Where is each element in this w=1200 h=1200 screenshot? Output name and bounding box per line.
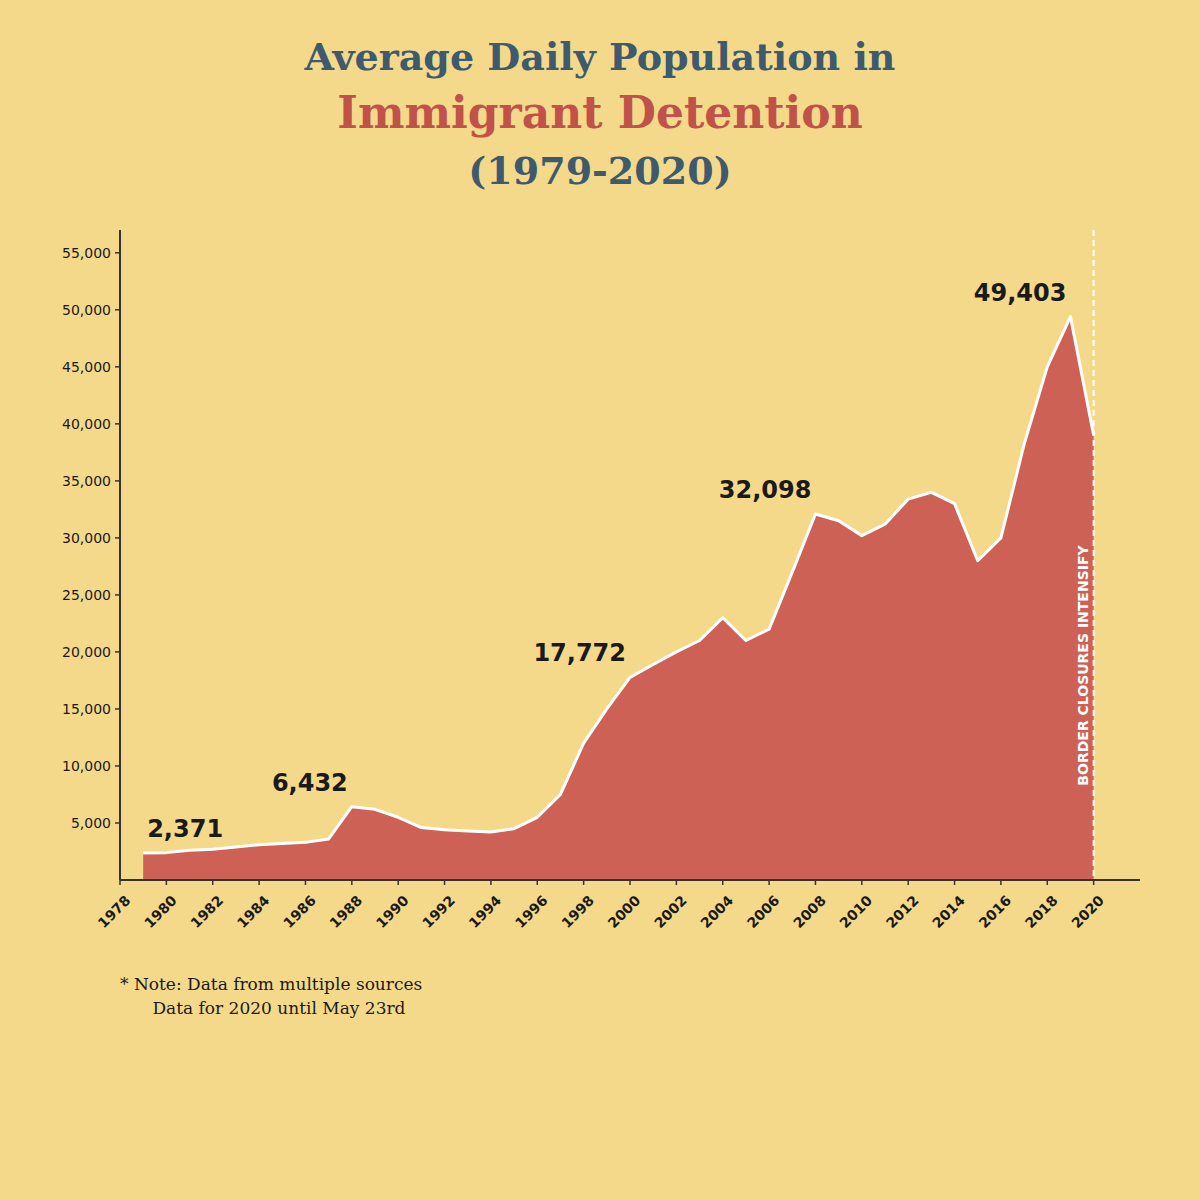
y-tick (115, 537, 120, 539)
title-line: Average Daily Population in (304, 34, 896, 79)
x-tick (444, 880, 446, 885)
y-tick (115, 366, 120, 368)
x-tick-label: 2002 (651, 892, 690, 931)
y-tick-label: 35,000 (62, 473, 111, 489)
x-tick (166, 880, 168, 885)
chart: Average Daily Population in Immigrant Det… (0, 0, 1200, 1200)
title-line: Immigrant Detention (337, 87, 862, 138)
x-tick-label: 2016 (976, 892, 1015, 931)
x-tick (629, 880, 631, 885)
x-tick (490, 880, 492, 885)
area-fill (143, 317, 1093, 880)
y-tick (115, 651, 120, 653)
note-line: Data for 2020 until May 23rd (120, 998, 406, 1018)
x-tick (351, 880, 353, 885)
x-tick (1093, 880, 1095, 885)
x-tick (722, 880, 724, 885)
x-tick (768, 880, 770, 885)
y-tick (115, 822, 120, 824)
x-tick-label: 1998 (558, 892, 597, 931)
x-tick (1047, 880, 1049, 885)
annotation: 32,098 (719, 476, 812, 504)
y-tick-label: 40,000 (62, 416, 111, 432)
background (0, 0, 1200, 1200)
x-tick-label: 2014 (929, 892, 968, 931)
x-tick (583, 880, 585, 885)
x-tick (907, 880, 909, 885)
x-tick-label: 1994 (466, 892, 505, 931)
x-tick (676, 880, 678, 885)
x-tick-label: 1978 (95, 892, 134, 931)
area-line (143, 317, 1093, 853)
x-tick-label: 1988 (326, 892, 365, 931)
x-tick-label: 1992 (419, 892, 458, 931)
x-tick (397, 880, 399, 885)
x-tick-label: 2004 (697, 892, 736, 931)
x-tick-label: 2008 (790, 892, 829, 931)
annotation: 17,772 (533, 639, 626, 667)
y-tick-label: 10,000 (62, 758, 111, 774)
title-line: (1979-2020) (468, 148, 731, 193)
annotation: 6,432 (272, 769, 348, 797)
x-tick-label: 2000 (605, 892, 644, 931)
y-tick (115, 708, 120, 710)
x-tick (305, 880, 307, 885)
x-tick-label: 2010 (836, 892, 875, 931)
x-tick (212, 880, 214, 885)
plot-area (143, 230, 1093, 880)
y-tick-label: 50,000 (62, 302, 111, 318)
note: * Note: Data from multiple sources Data … (120, 974, 422, 1018)
x-tick-label: 2018 (1022, 892, 1061, 931)
x-tick-label: 1996 (512, 892, 551, 931)
y-tick (115, 594, 120, 596)
note-line: * Note: Data from multiple sources (120, 974, 422, 994)
x-tick-label: 2012 (883, 892, 922, 931)
title: Average Daily Population in Immigrant Det… (304, 34, 896, 193)
x-tick-label: 1982 (187, 892, 226, 931)
x-tick-label: 2020 (1068, 892, 1107, 931)
x-tick (1000, 880, 1002, 885)
x-tick (954, 880, 956, 885)
x-tick (258, 880, 260, 885)
y-tick-label: 55,000 (62, 245, 111, 261)
x-tick-label: 1980 (141, 892, 180, 931)
y-tick-label: 25,000 (62, 587, 111, 603)
x-tick-label: 1986 (280, 892, 319, 931)
y-tick-label: 45,000 (62, 359, 111, 375)
x-tick (537, 880, 539, 885)
y-tick-label: 5,000 (71, 815, 111, 831)
reference-line (1093, 230, 1095, 880)
x-tick (119, 880, 121, 885)
y-tick (115, 309, 120, 311)
y-tick-label: 15,000 (62, 701, 111, 717)
annotation: 49,403 (974, 279, 1067, 307)
y-tick (115, 252, 120, 254)
x-tick-label: 1990 (373, 892, 412, 931)
x-tick (815, 880, 817, 885)
y-tick-label: 30,000 (62, 530, 111, 546)
annotation: 2,371 (147, 815, 223, 843)
y-axis-line (119, 230, 121, 880)
y-tick (115, 765, 120, 767)
y-tick-label: 20,000 (62, 644, 111, 660)
x-tick (861, 880, 863, 885)
x-tick-label: 2006 (744, 892, 783, 931)
reference-line-label: BORDER CLOSURES INTENSIFY (1075, 544, 1091, 785)
x-tick-label: 1984 (234, 892, 273, 931)
y-tick (115, 423, 120, 425)
y-tick (115, 480, 120, 482)
